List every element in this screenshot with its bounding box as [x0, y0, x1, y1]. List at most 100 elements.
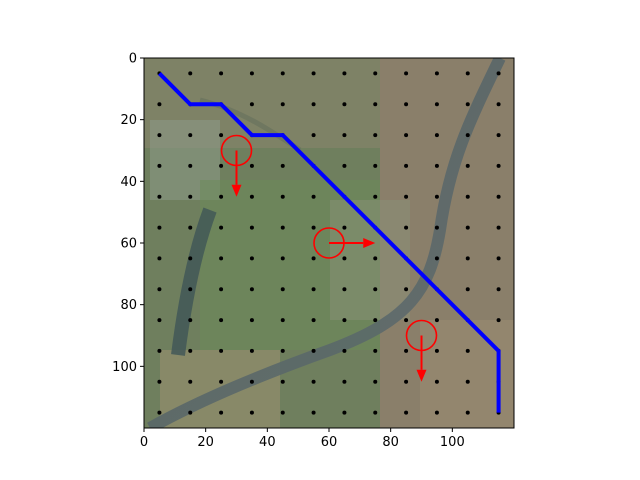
grid-point — [157, 133, 162, 138]
grid-point — [249, 194, 254, 199]
grid-point — [280, 225, 285, 230]
grid-point — [157, 194, 162, 199]
grid-point — [373, 318, 378, 323]
grid-point — [219, 194, 224, 199]
grid-point — [496, 163, 501, 168]
grid-point — [373, 163, 378, 168]
grid-point — [249, 102, 254, 107]
grid-point — [434, 133, 439, 138]
grid-point — [188, 410, 193, 415]
grid-point — [219, 225, 224, 230]
grid-point — [373, 379, 378, 384]
grid-point — [157, 318, 162, 323]
x-tick-label: 60 — [321, 435, 338, 450]
grid-point — [434, 410, 439, 415]
grid-point — [219, 71, 224, 76]
grid-point — [373, 194, 378, 199]
marker — [220, 134, 253, 197]
grid-point — [311, 102, 316, 107]
grid-point — [465, 163, 470, 168]
grid-point — [404, 410, 409, 415]
grid-point — [465, 71, 470, 76]
grid-point — [311, 194, 316, 199]
grid-point — [157, 379, 162, 384]
aerial-image — [144, 58, 514, 428]
grid-point — [219, 410, 224, 415]
grid-point — [434, 348, 439, 353]
grid-point — [219, 133, 224, 138]
grid-point — [311, 287, 316, 292]
grid-point — [157, 287, 162, 292]
y-tick-label: 80 — [120, 298, 137, 313]
grid-point — [465, 194, 470, 199]
grid-point — [404, 102, 409, 107]
grid-point — [280, 194, 285, 199]
grid-point — [157, 348, 162, 353]
sample-points — [157, 71, 501, 415]
grid-point — [188, 71, 193, 76]
grid-point — [249, 287, 254, 292]
grid-point — [219, 379, 224, 384]
grid-point — [280, 410, 285, 415]
red-markers — [220, 134, 438, 382]
grid-point — [280, 102, 285, 107]
marker — [313, 227, 376, 259]
grid-point — [157, 102, 162, 107]
grid-point — [188, 256, 193, 261]
grid-point — [434, 102, 439, 107]
grid-point — [188, 133, 193, 138]
grid-point — [188, 225, 193, 230]
grid-point — [219, 256, 224, 261]
grid-point — [157, 163, 162, 168]
grid-point — [280, 348, 285, 353]
grid-point — [373, 348, 378, 353]
grid-point — [434, 225, 439, 230]
grid-point — [465, 256, 470, 261]
blue-path — [158, 72, 501, 413]
x-tick-label: 40 — [259, 435, 276, 450]
grid-point — [373, 256, 378, 261]
grid-point — [342, 410, 347, 415]
grid-point — [188, 194, 193, 199]
grid-point — [404, 71, 409, 76]
grid-point — [311, 379, 316, 384]
grid-point — [373, 410, 378, 415]
grid-point — [342, 318, 347, 323]
grid-point — [342, 225, 347, 230]
grid-point — [280, 287, 285, 292]
grid-point — [219, 163, 224, 168]
grid-point — [342, 102, 347, 107]
y-tick-label: 60 — [120, 237, 137, 252]
grid-point — [249, 225, 254, 230]
grid-point — [434, 163, 439, 168]
marker — [405, 319, 438, 382]
grid-point — [496, 287, 501, 292]
grid-point — [404, 318, 409, 323]
x-tick-label: 20 — [197, 435, 214, 450]
grid-point — [249, 71, 254, 76]
blue-path-layer — [158, 72, 501, 413]
grid-point — [373, 71, 378, 76]
grid-point — [465, 287, 470, 292]
grid-point — [496, 102, 501, 107]
grid-point — [157, 256, 162, 261]
grid-point — [249, 318, 254, 323]
grid-point — [249, 256, 254, 261]
grid-point — [188, 287, 193, 292]
grid-point — [157, 410, 162, 415]
x-tick-label: 80 — [382, 435, 399, 450]
x-axis: 0 20 40 60 80 100 — [140, 428, 465, 450]
x-tick-label: 0 — [140, 435, 148, 450]
grid-point — [311, 256, 316, 261]
grid-point — [496, 225, 501, 230]
y-tick-label: 100 — [112, 360, 137, 375]
grid-point — [188, 379, 193, 384]
grid-point — [280, 256, 285, 261]
grid-point — [280, 71, 285, 76]
y-tick-label: 0 — [129, 52, 137, 67]
grid-point — [465, 348, 470, 353]
grid-point — [373, 102, 378, 107]
marker-arrow-head — [363, 238, 376, 248]
grid-point — [434, 318, 439, 323]
